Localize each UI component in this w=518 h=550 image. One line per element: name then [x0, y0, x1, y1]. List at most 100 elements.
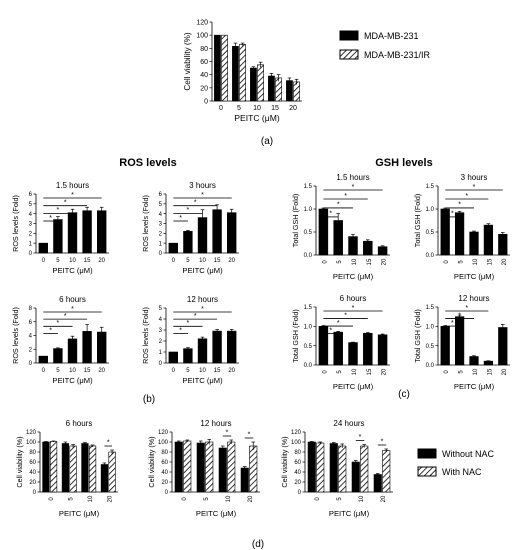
bar-c4-series-5	[454, 316, 465, 366]
bar-c4-series-10	[469, 356, 479, 366]
significance-star-c1: *	[352, 184, 355, 191]
y-tick-label-d2: 100	[158, 440, 169, 446]
bar-c2-series-5	[454, 212, 465, 256]
chart-a: 0 20 40 60 80 100 120 Cell viability (%) 0 5 10 15 2…	[183, 19, 302, 123]
x-tick-label-b1: 15	[84, 258, 91, 264]
y-axis-label-d1: Cell viability (%)	[15, 436, 24, 487]
y-tick-label-a: 100	[196, 33, 208, 40]
bar-b1-series-15	[82, 210, 92, 254]
significance-star-b3: *	[49, 327, 52, 334]
y-tick-label-d1: 0	[33, 490, 37, 496]
bar-d2-with-nac-5	[205, 441, 214, 493]
y-tick-label-a: 0	[204, 98, 208, 105]
bar-a-mda-mb-231-ir-0	[221, 34, 228, 102]
significance-star-b4: *	[194, 313, 197, 320]
x-axis-label-c2: PEITC (μM)	[454, 272, 495, 281]
y-axis-label-c4: Total GSH (Fold)	[413, 309, 422, 363]
y-tick-label-b2: 5	[159, 202, 163, 208]
x-tick-label-c2: 5	[459, 260, 465, 264]
bar-c2-series-15	[483, 224, 494, 256]
x-tick-label-c1: 20	[382, 258, 388, 265]
legend-a-label-1: MDA-MB-231	[364, 31, 419, 41]
y-tick-label-b4: 2	[159, 339, 163, 345]
chart-title-c1: 1.5 hours	[336, 173, 369, 182]
significance-star-d1: *	[107, 440, 110, 447]
x-tick-label-c3: 5	[337, 370, 343, 374]
bar-a-mda-mb-231-ir-10	[257, 64, 264, 102]
y-tick-label-c1: 0.0	[304, 253, 313, 259]
y-tick-label-d2: 80	[161, 450, 168, 456]
x-tick-label-c4: 15	[487, 368, 493, 375]
y-tick-label-c1: 1.0	[304, 207, 313, 213]
chart-c4: 12 hours 0.0 0.5 1.0 1.5 Total GSH (Fold) 0 5 10…	[413, 294, 510, 391]
y-tick-label-d2: 0	[165, 490, 169, 496]
x-axis-label-d2: PEITC (μM)	[196, 509, 237, 518]
y-tick-label-b2: 4	[159, 212, 163, 218]
significance-star-c4: *	[465, 305, 468, 312]
significance-star-c3: *	[337, 320, 340, 327]
y-tick-label-c1: 1.5	[304, 184, 313, 190]
bar-d3-without-nac-5	[329, 443, 338, 493]
chart-b2: 3 hours 0 1 2 3 4 5 6 ROS levels (Fold) 0 5 10 15 20 P…	[141, 181, 239, 275]
bar-d2-without-nac-5	[196, 442, 205, 493]
significance-star-b1: *	[57, 207, 60, 214]
bar-a-mda-mb-231-ir-20	[293, 81, 300, 102]
significance-star-c2: *	[465, 193, 468, 200]
x-tick-label-b3: 0	[42, 368, 46, 374]
bar-d1-without-nac-5	[61, 443, 70, 493]
significance-star-c4: *	[451, 320, 454, 327]
y-tick-label-d3: 80	[294, 450, 301, 456]
x-tick-label-b4: 0	[172, 368, 176, 374]
y-tick-label-b1: 4	[29, 212, 33, 218]
chart-title-d1: 6 hours	[66, 419, 93, 428]
legend-a-swatch-hatched	[339, 49, 359, 60]
y-tick-label-c2: 1.5	[426, 184, 435, 190]
y-tick-label-b3: 2	[29, 347, 33, 353]
significance-star-d2: *	[248, 432, 251, 439]
bar-a-mda-mb-231-ir-5	[239, 44, 246, 102]
significance-star-b3: *	[71, 306, 74, 313]
bar-c3-series-0	[318, 326, 329, 366]
x-tick-label-d2: 10	[226, 495, 232, 502]
y-tick-label-b2: 6	[159, 192, 163, 198]
bar-c2-series-0	[440, 208, 450, 256]
y-axis-label-b4: ROS levels (Fold)	[141, 307, 150, 364]
significance-star-b4: *	[201, 306, 204, 313]
significance-star-c3: *	[344, 312, 347, 319]
y-tick-label-b1: 1	[29, 241, 33, 247]
chart-title-b3: 6 hours	[59, 295, 86, 304]
x-tick-label-d2: 20	[248, 495, 254, 502]
bar-d1-without-nac-0	[42, 441, 50, 493]
x-tick-label-c4: 10	[473, 368, 479, 375]
y-tick-label-c4: 0.5	[426, 344, 435, 350]
bar-d3-without-nac-0	[307, 441, 316, 493]
x-tick-label-a: 20	[289, 105, 297, 112]
x-tick-label-d1: 20	[107, 495, 113, 502]
bar-d1-with-nac-5	[69, 445, 77, 493]
significance-star-b1: *	[71, 192, 74, 199]
bar-d3-without-nac-10	[351, 461, 360, 493]
chart-c3: 6 hours 0.0 0.5 1.0 1.5 Total GSH (Fold) 0 5 10 1…	[291, 294, 390, 391]
y-axis-label-d3: Cell viability (%)	[280, 436, 289, 487]
bar-b2-series-15	[212, 209, 222, 254]
significance-star-b4: *	[179, 327, 182, 334]
significance-star-c1: *	[344, 193, 347, 200]
chart-title-c2: 3 hours	[461, 173, 488, 182]
significance-star-c3: *	[329, 327, 332, 334]
chart-c1: 1.5 hours 0.0 0.5 1.0 1.5 Total GSH (Fold) 0 5 1…	[291, 173, 390, 281]
bar-d2-without-nac-0	[174, 441, 183, 493]
y-tick-label-a: 20	[200, 85, 208, 92]
y-axis-label-d2: Cell viability (%)	[147, 436, 156, 487]
x-tick-label-a: 10	[253, 105, 261, 112]
significance-star-b3: *	[57, 320, 60, 327]
y-tick-label-b2: 2	[159, 231, 163, 237]
legend-a-label-2: MDA-MB-231/IR	[364, 50, 431, 60]
x-tick-label-d3: 10	[359, 495, 365, 502]
bar-d2-with-nac-20	[249, 445, 258, 493]
y-tick-label-b1: 2	[29, 231, 33, 237]
y-axis-label-b3: ROS levels (Fold)	[11, 307, 20, 364]
y-tick-label-b1: 5	[29, 202, 33, 208]
chart-title-c4: 12 hours	[458, 294, 489, 303]
